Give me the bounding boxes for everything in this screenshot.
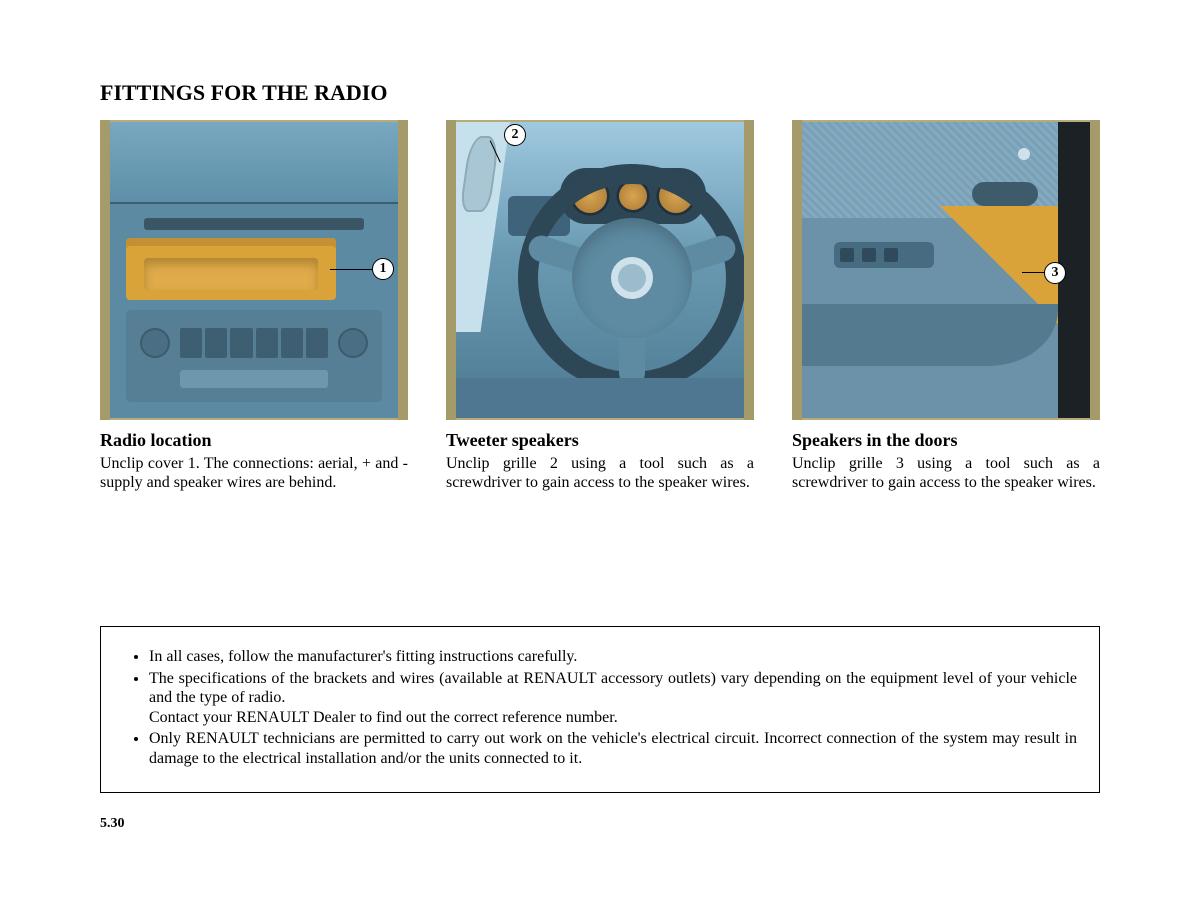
figure-3-door-panel: 3 bbox=[802, 122, 1090, 418]
callout-1: 1 bbox=[372, 258, 394, 280]
panel-radio-location: 1 Radio location Unclip cover 1. The con… bbox=[100, 120, 408, 493]
panel-1-heading: Radio location bbox=[100, 430, 408, 451]
figure-2-steering-wheel: 2 bbox=[456, 122, 744, 418]
note-item: Only RENAULT technicians are permitted t… bbox=[149, 729, 1077, 768]
page-number: 5.30 bbox=[100, 816, 125, 832]
figure-2-frame: 2 bbox=[446, 120, 754, 420]
panel-2-body: Unclip grille 2 using a tool such as a s… bbox=[446, 455, 754, 493]
panel-3-body: Unclip grille 3 using a tool such as a s… bbox=[792, 455, 1100, 493]
panel-2-heading: Tweeter speakers bbox=[446, 430, 754, 451]
note-item: The specifications of the brackets and w… bbox=[149, 669, 1077, 728]
panel-door-speakers: 3 Speakers in the doors Unclip grille 3 … bbox=[792, 120, 1100, 493]
figure-3-frame: 3 bbox=[792, 120, 1100, 420]
panel-tweeter-speakers: 2 Tweeter speakers Unclip grille 2 using… bbox=[446, 120, 754, 493]
radio-cover-highlight bbox=[126, 238, 336, 300]
figure-1-center-console: 1 bbox=[110, 122, 398, 418]
callout-3: 3 bbox=[1044, 262, 1066, 284]
page-title: FITTINGS FOR THE RADIO bbox=[100, 80, 1100, 106]
panel-1-body: Unclip cover 1. The connections: aerial,… bbox=[100, 455, 408, 493]
callout-2: 2 bbox=[504, 124, 526, 146]
notes-list: In all cases, follow the manufacturer's … bbox=[123, 647, 1077, 768]
note-item: In all cases, follow the manufacturer's … bbox=[149, 647, 1077, 667]
notes-box: In all cases, follow the manufacturer's … bbox=[100, 626, 1100, 793]
panel-3-heading: Speakers in the doors bbox=[792, 430, 1100, 451]
columns-row: 1 Radio location Unclip cover 1. The con… bbox=[100, 120, 1100, 493]
figure-1-frame: 1 bbox=[100, 120, 408, 420]
